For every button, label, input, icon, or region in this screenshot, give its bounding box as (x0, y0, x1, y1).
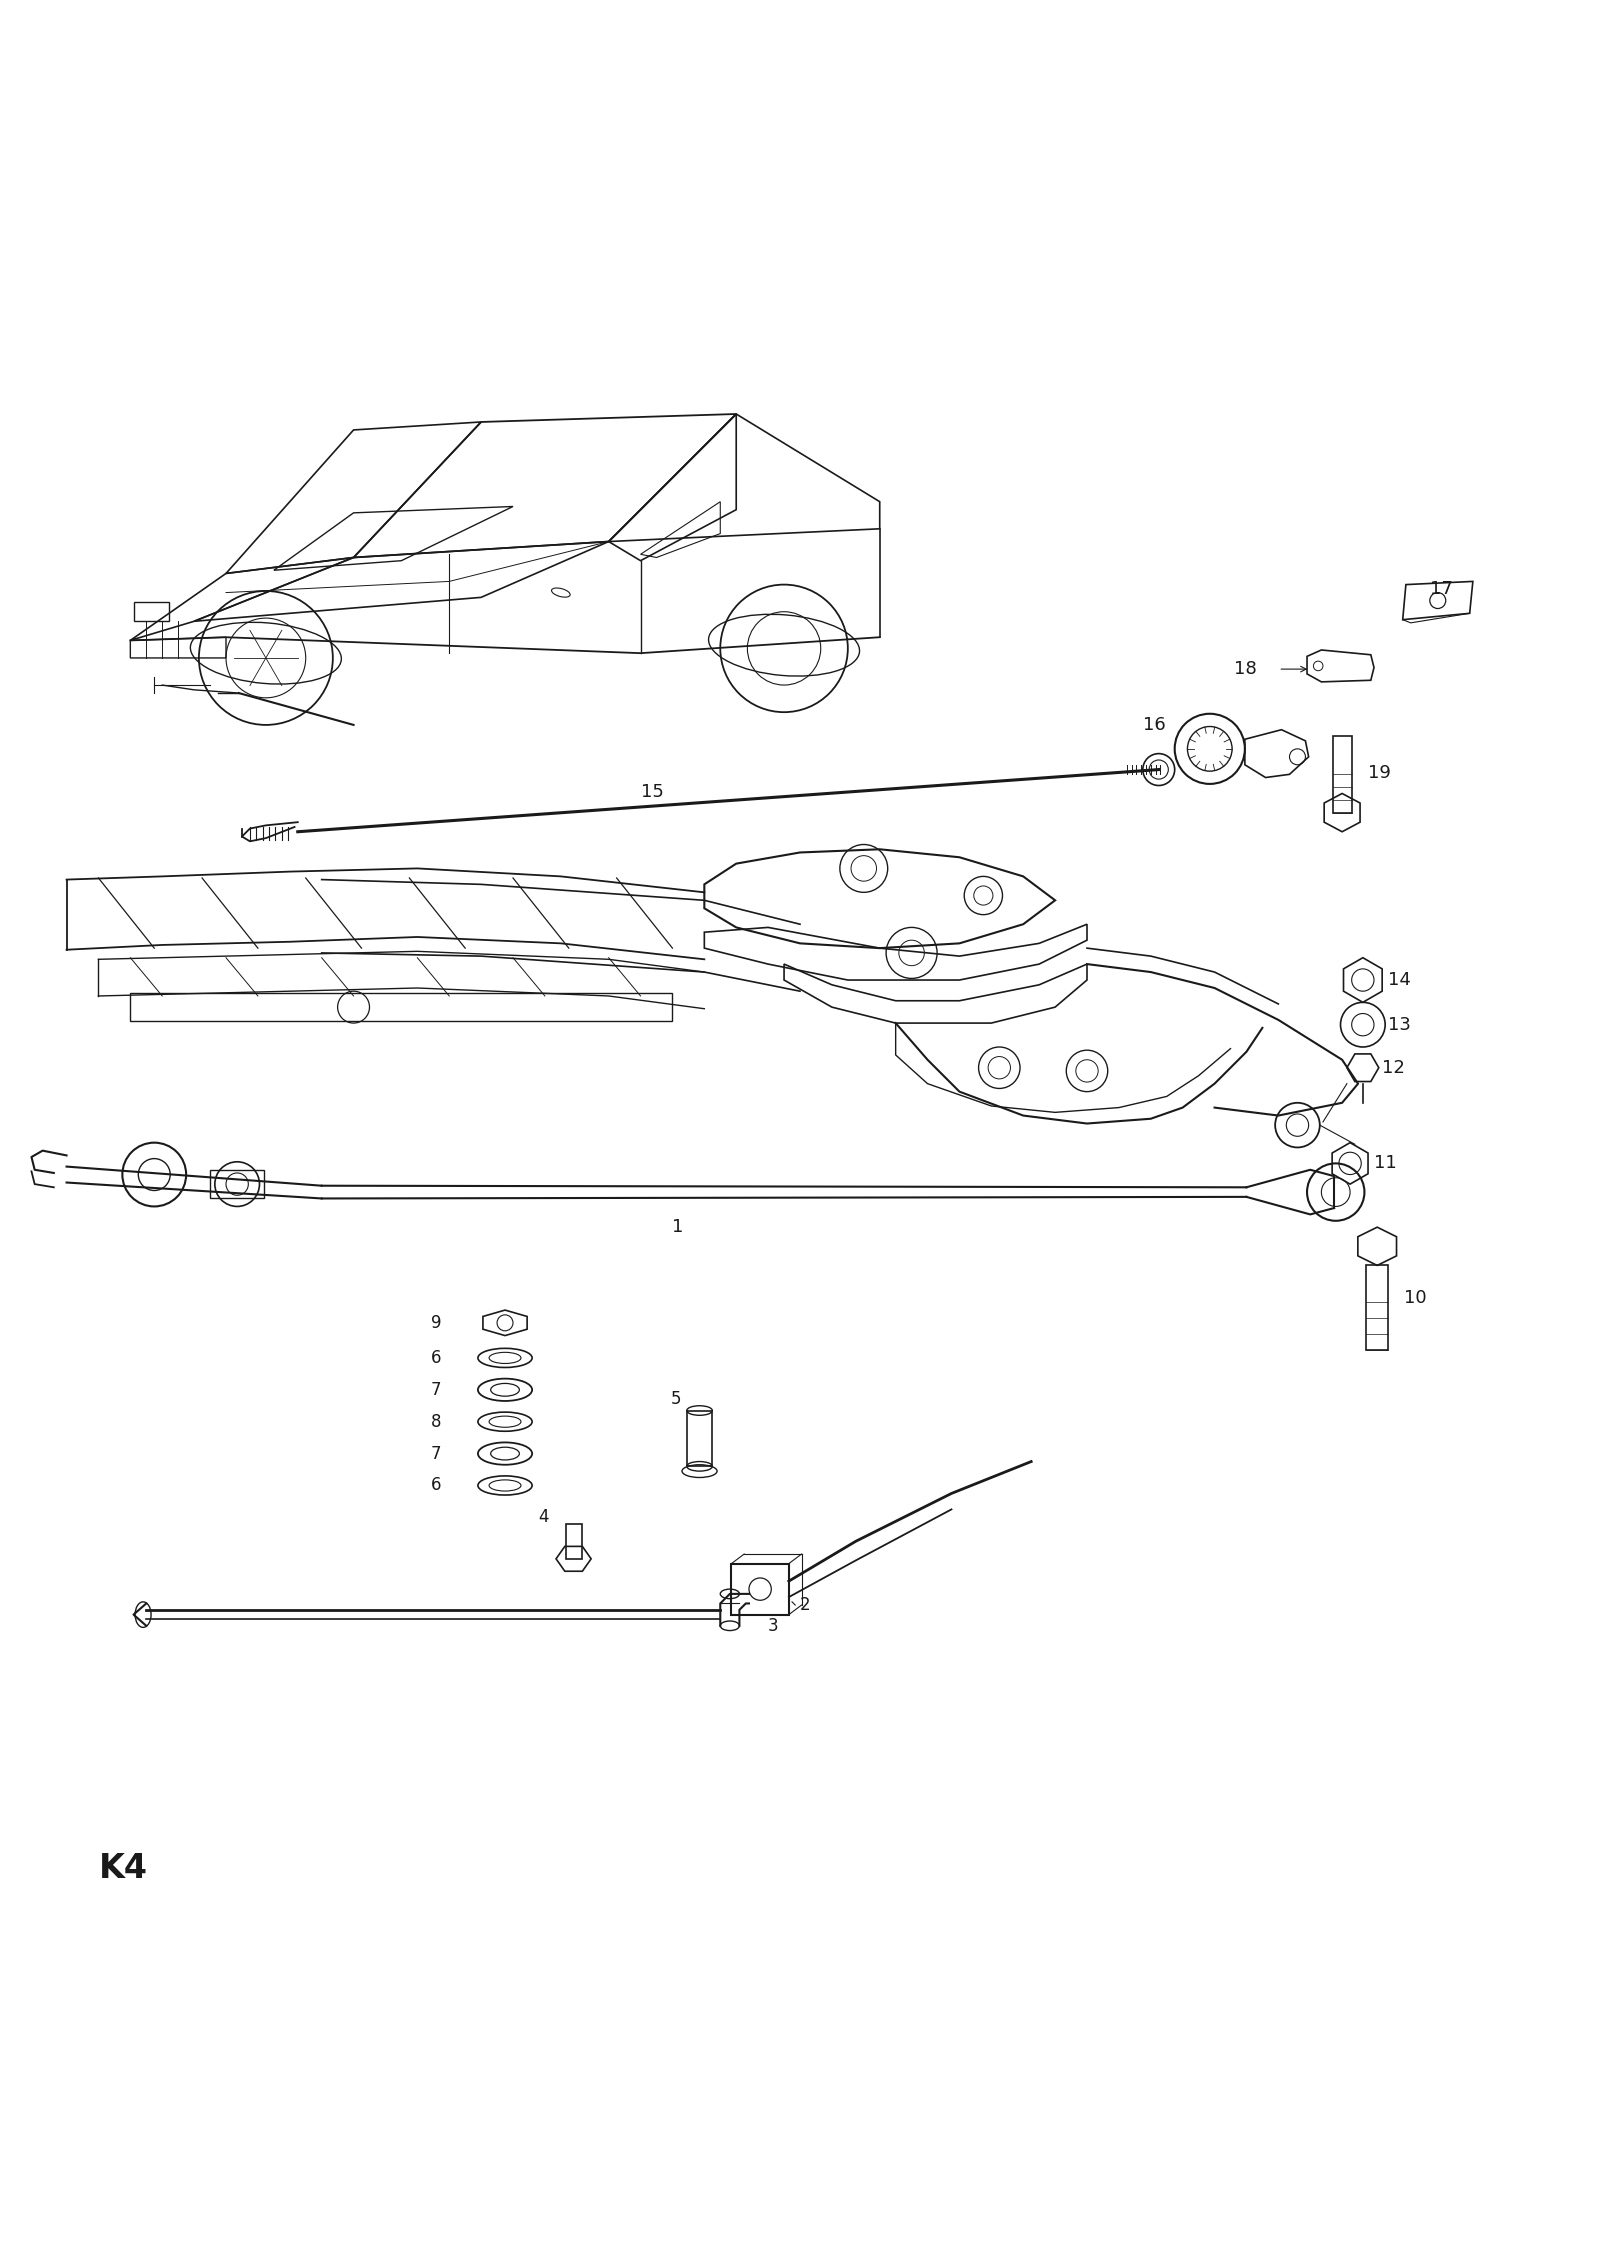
Bar (731, 1564, 789, 1614)
Text: 2: 2 (800, 1595, 811, 1614)
Text: 3: 3 (768, 1616, 779, 1634)
Text: 4: 4 (539, 1509, 549, 1525)
Text: 7: 7 (430, 1444, 442, 1462)
Text: 6: 6 (430, 1475, 442, 1494)
Bar (1366, 1265, 1389, 1351)
Text: 14: 14 (1389, 971, 1411, 989)
Bar (133, 602, 168, 622)
Text: 16: 16 (1142, 715, 1165, 733)
Text: 1: 1 (672, 1217, 683, 1236)
Text: 10: 10 (1405, 1290, 1427, 1308)
Bar (686, 1410, 712, 1466)
Text: 5: 5 (670, 1389, 682, 1408)
Bar (1333, 735, 1352, 812)
Text: 18: 18 (1234, 661, 1256, 679)
Text: 17: 17 (1430, 579, 1453, 597)
Text: 11: 11 (1374, 1154, 1397, 1172)
Text: 15: 15 (640, 783, 664, 801)
Bar (130, 993, 672, 1021)
Text: 12: 12 (1382, 1059, 1405, 1077)
Text: 13: 13 (1389, 1016, 1411, 1034)
Text: K4: K4 (99, 1851, 147, 1885)
Text: 6: 6 (430, 1349, 442, 1367)
Bar (210, 1170, 264, 1199)
Text: 19: 19 (1368, 763, 1390, 781)
Text: 7: 7 (430, 1380, 442, 1399)
Text: 9: 9 (430, 1315, 442, 1333)
Text: 8: 8 (430, 1412, 442, 1430)
Bar (566, 1523, 581, 1559)
